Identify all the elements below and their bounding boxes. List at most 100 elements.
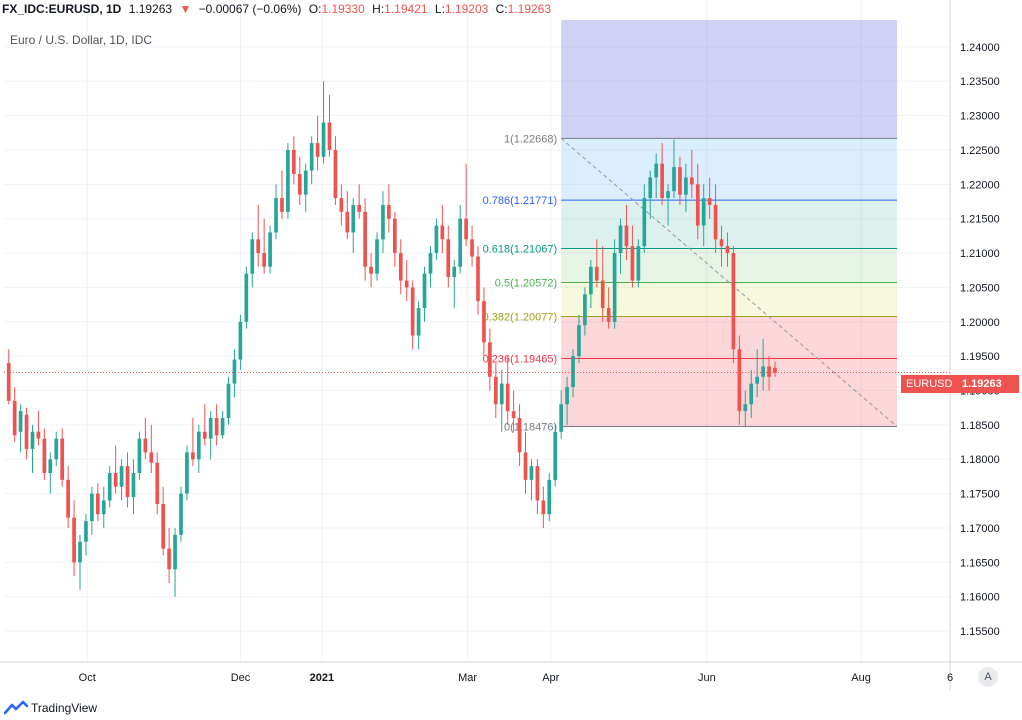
candle-body [719, 239, 724, 247]
candle-body [48, 459, 53, 473]
price-tick-label: 1.17000 [960, 523, 1000, 535]
candle-body [428, 253, 433, 274]
auto-scale-button[interactable]: A [978, 667, 998, 687]
candle-body [119, 466, 124, 487]
price-tag-symbol: EURUSD [906, 378, 953, 390]
candle-body [701, 198, 706, 226]
price-tick-label: 1.20000 [960, 317, 1000, 329]
candle-body [24, 414, 29, 449]
fib-level-label: 0.618(1.21067) [483, 243, 558, 255]
candle-body [315, 143, 320, 157]
candle-body [72, 517, 76, 563]
candle-body [541, 500, 546, 515]
price-tick-label: 1.23000 [960, 111, 1000, 123]
candle-body [226, 383, 231, 419]
candle-body [84, 521, 88, 542]
candle-body [689, 177, 694, 185]
last-price: 1.19263 [128, 2, 173, 16]
candle-body [42, 438, 47, 473]
candle-body [196, 431, 201, 460]
price-tick-label: 1.20500 [960, 282, 1000, 294]
high-value: 1.19421 [384, 2, 428, 16]
time-tick-label: Mar [458, 672, 477, 684]
price-tick-label: 1.22000 [960, 179, 1000, 191]
candle-body [387, 204, 391, 219]
candle-body [101, 500, 106, 515]
candle-body [351, 204, 356, 233]
chart-grid [4, 0, 951, 662]
close-value: 1.19263 [507, 2, 552, 16]
candle-body [345, 211, 350, 233]
candle-body [256, 239, 261, 254]
candle-body [137, 438, 142, 473]
candle-body [107, 472, 112, 501]
candle-body [274, 198, 278, 233]
candle-body [695, 184, 700, 226]
fib-zone [561, 316, 898, 359]
price-tick-label: 1.23500 [960, 76, 1000, 88]
candle-body [535, 466, 540, 501]
price-tick-label: 1.21000 [960, 248, 1000, 260]
candle-body [90, 493, 94, 522]
chart-header: FX_IDC:EURUSD, 1D 1.19263 ▼ −0.00067 (−0… [2, 1, 555, 17]
fib-level-label: 0(1.18476) [504, 422, 557, 434]
candle-body [398, 253, 403, 281]
price-tick-label: 1.18000 [960, 454, 1000, 466]
candle-body [624, 225, 629, 247]
close-label: C: [495, 2, 508, 16]
candle-body [250, 239, 255, 274]
candle-body [309, 143, 314, 171]
symbol-title[interactable]: FX_IDC:EURUSD, 1D [2, 2, 122, 16]
fib-level-label: 1(1.22668) [504, 133, 557, 145]
candle-body [149, 452, 154, 463]
candle-body [416, 308, 421, 336]
price-tick-label: 1.22500 [960, 145, 1000, 157]
candle-body [476, 256, 480, 302]
candle-body [618, 225, 623, 254]
candles-series [4, 81, 950, 597]
candle-body [642, 198, 647, 247]
candle-body [327, 122, 332, 150]
candle-body [179, 493, 183, 535]
candle-body [630, 246, 635, 281]
candle-body [78, 541, 82, 563]
candle-body [553, 431, 558, 480]
candle-body [155, 462, 160, 504]
high-label: H: [372, 2, 385, 16]
candle-body [666, 191, 670, 199]
candle-body [749, 383, 754, 405]
tradingview-logo[interactable]: TradingView [4, 700, 97, 716]
candle-body [612, 253, 617, 322]
candle-body [191, 452, 195, 460]
down-arrow-icon: ▼ [179, 2, 192, 16]
candle-body [565, 387, 569, 405]
candle-body [232, 359, 237, 384]
candle-body [583, 294, 587, 326]
candle-body [499, 383, 504, 405]
candle-body [66, 479, 70, 518]
candle-body [363, 211, 367, 267]
price-change: −0.00067 (−0.06%) [198, 2, 302, 16]
candle-body [125, 466, 130, 498]
tradingview-logo-icon [4, 700, 28, 715]
candle-body [767, 366, 771, 377]
candle-body [606, 308, 611, 322]
fib-zone [561, 138, 898, 201]
candle-body [303, 170, 308, 195]
fib-level-label: 0.786(1.21771) [483, 195, 558, 207]
candle-body [446, 239, 451, 278]
open-value: 1.19330 [321, 2, 365, 16]
candle-body [208, 418, 213, 439]
candle-body [30, 431, 35, 449]
candle-body [547, 479, 552, 515]
candle-body [131, 472, 136, 498]
price-tag-value: 1.19263 [962, 378, 1002, 390]
time-tick-label: Jun [698, 672, 716, 684]
candle-body [523, 452, 528, 480]
logo-text: TradingView [31, 701, 98, 715]
fib-zone [561, 200, 898, 249]
candle-body [707, 198, 712, 205]
chart-subtitle: Euro / U.S. Dollar, 1D, IDC [10, 33, 153, 47]
candle-body [238, 321, 243, 360]
